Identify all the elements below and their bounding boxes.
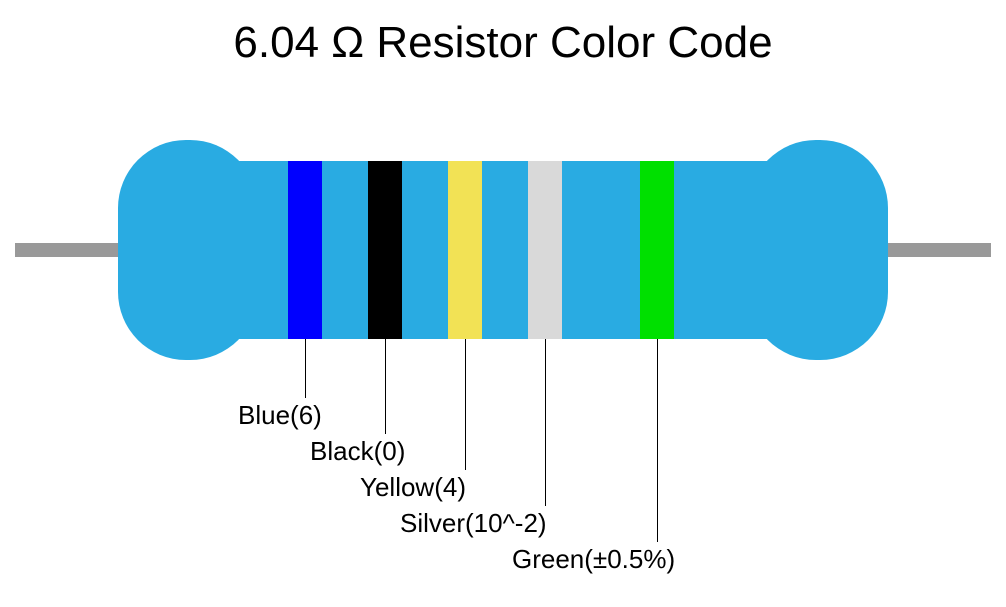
band-1-label: Blue(6) xyxy=(238,400,322,431)
band-2 xyxy=(368,161,402,339)
lead-right xyxy=(881,243,991,257)
band-3-label: Yellow(4) xyxy=(360,472,466,503)
page-title: 6.04 Ω Resistor Color Code xyxy=(0,18,1006,68)
band-1-leader xyxy=(305,339,306,398)
band-2-label: Black(0) xyxy=(310,436,405,467)
resistor-diagram xyxy=(0,90,1006,390)
band-3-leader xyxy=(465,339,466,470)
band-4-leader xyxy=(545,339,546,506)
band-3 xyxy=(448,161,482,339)
band-5 xyxy=(640,161,674,339)
band-2-leader xyxy=(385,339,386,434)
lead-left xyxy=(15,243,125,257)
band-4 xyxy=(528,161,562,339)
band-4-label: Silver(10^-2) xyxy=(400,508,547,539)
band-1 xyxy=(288,161,322,339)
band-5-leader xyxy=(657,339,658,542)
band-5-label: Green(±0.5%) xyxy=(512,544,675,575)
